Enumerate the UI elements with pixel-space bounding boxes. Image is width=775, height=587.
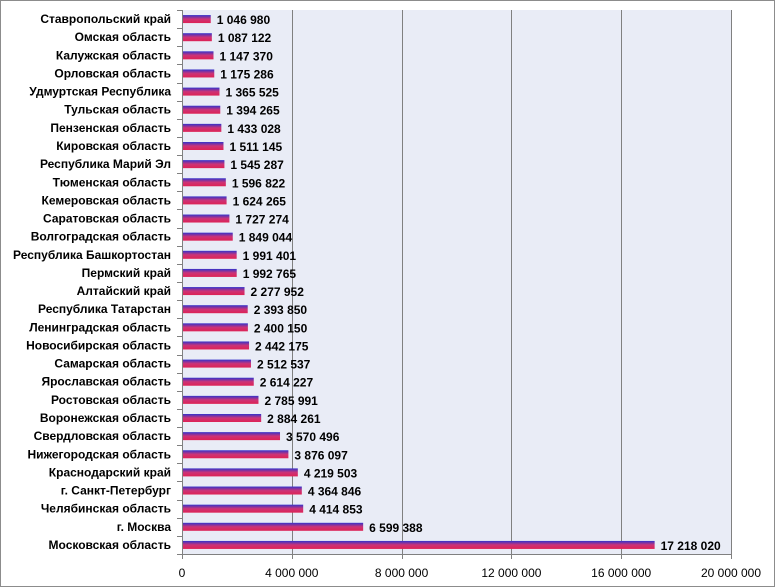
data-label: 1 849 044 (239, 231, 293, 245)
bar (183, 323, 248, 332)
bar (183, 196, 227, 205)
bar (183, 142, 224, 150)
category-label: Орловская область (54, 66, 171, 80)
bar (183, 414, 262, 422)
bar (183, 232, 233, 241)
bar (183, 504, 304, 513)
data-label: 1 545 287 (230, 158, 284, 172)
bar (183, 178, 226, 187)
category-label: Тульская область (64, 103, 171, 117)
data-label: 1 596 822 (232, 176, 286, 190)
category-label: Саратовская область (43, 212, 171, 226)
data-label: 4 364 846 (308, 485, 362, 499)
data-label: 2 400 150 (254, 321, 308, 335)
category-label: Воронежская область (40, 411, 171, 425)
x-tick-label: 20 000 000 (701, 566, 761, 580)
bar (183, 15, 211, 24)
x-tick-label: 8 000 000 (375, 566, 429, 580)
data-label: 1 992 765 (243, 267, 297, 281)
category-label: Алтайский край (77, 284, 171, 298)
data-label: 1 511 145 (229, 140, 282, 154)
data-label: 1 175 286 (220, 67, 274, 81)
category-label: Ставропольский край (40, 12, 171, 26)
data-label: 4 219 503 (304, 466, 358, 480)
category-label: Краснодарский край (49, 465, 171, 479)
data-label: 1 087 122 (218, 31, 272, 45)
category-label: Республика Марий Эл (40, 157, 171, 171)
category-label: Ярославская область (41, 375, 171, 389)
data-label: 1 147 370 (219, 49, 273, 63)
bar (183, 33, 212, 42)
bar (183, 268, 237, 277)
category-label: Кировская область (56, 139, 171, 153)
bar (183, 69, 215, 78)
category-label: Свердловская область (34, 429, 171, 443)
category-label: Республика Татарстан (38, 302, 171, 316)
bar (183, 305, 248, 314)
bar (183, 87, 220, 96)
category-label: Ленинградская область (29, 320, 171, 334)
data-label: 1 727 274 (235, 213, 289, 227)
x-tick-label: 12 000 000 (481, 566, 541, 580)
data-label: 4 414 853 (309, 503, 363, 517)
data-label: 2 884 261 (267, 412, 321, 426)
data-label: 1 991 401 (243, 249, 297, 263)
bar (183, 160, 225, 169)
bar (183, 287, 245, 296)
bar (183, 250, 237, 259)
data-label: 3 876 097 (294, 448, 348, 462)
category-label: Новосибирская область (26, 338, 171, 352)
data-label: 2 442 175 (255, 339, 309, 353)
data-label: 17 218 020 (661, 539, 721, 553)
data-label: 2 614 227 (260, 376, 314, 390)
category-label: Московская область (49, 538, 171, 552)
data-label: 2 512 537 (257, 358, 311, 372)
data-label: 1 394 265 (226, 104, 280, 118)
category-label: г. Москва (117, 520, 172, 534)
bar (183, 214, 230, 223)
bar (183, 51, 214, 60)
data-label: 1 433 028 (227, 122, 281, 136)
data-label: 6 599 388 (369, 521, 423, 535)
x-tick-label: 0 (179, 566, 186, 580)
category-label: Республика Башкортостан (13, 248, 171, 262)
bar (183, 123, 222, 132)
category-label: Кемеровская область (42, 193, 172, 207)
bar (183, 522, 364, 531)
category-label: Омская область (75, 30, 171, 44)
bar (183, 105, 221, 114)
category-label: Самарская область (54, 357, 171, 371)
category-label: Пензенская область (50, 121, 171, 135)
category-label: Пермский край (82, 266, 171, 280)
bar (183, 341, 250, 350)
data-label: 3 570 496 (286, 430, 340, 444)
category-label: Тюменская область (53, 175, 171, 189)
data-label: 2 277 952 (251, 285, 305, 299)
bar (183, 540, 655, 549)
category-label: Челябинская область (41, 502, 171, 516)
bar (183, 432, 281, 441)
bar (183, 377, 254, 386)
bar (183, 395, 259, 404)
bar (183, 359, 251, 368)
category-label: Калужская область (56, 48, 171, 62)
data-label: 2 393 850 (254, 303, 308, 317)
bar (183, 450, 289, 459)
category-label: Нижегородская область (27, 447, 171, 461)
data-label: 2 785 991 (264, 394, 318, 408)
category-label: г. Санкт-Петербург (61, 484, 171, 498)
x-tick-label: 16 000 000 (591, 566, 651, 580)
data-label: 1 046 980 (217, 13, 271, 27)
data-label: 1 624 265 (233, 194, 287, 208)
category-label: Волгоградская область (31, 230, 171, 244)
bar (183, 486, 302, 495)
x-tick-label: 4 000 000 (265, 566, 319, 580)
plot-area (182, 10, 731, 554)
category-label: Ростовская область (51, 393, 171, 407)
bar (183, 468, 298, 477)
data-label: 1 365 525 (225, 86, 279, 100)
category-label: Удмуртская Республика (29, 85, 171, 99)
